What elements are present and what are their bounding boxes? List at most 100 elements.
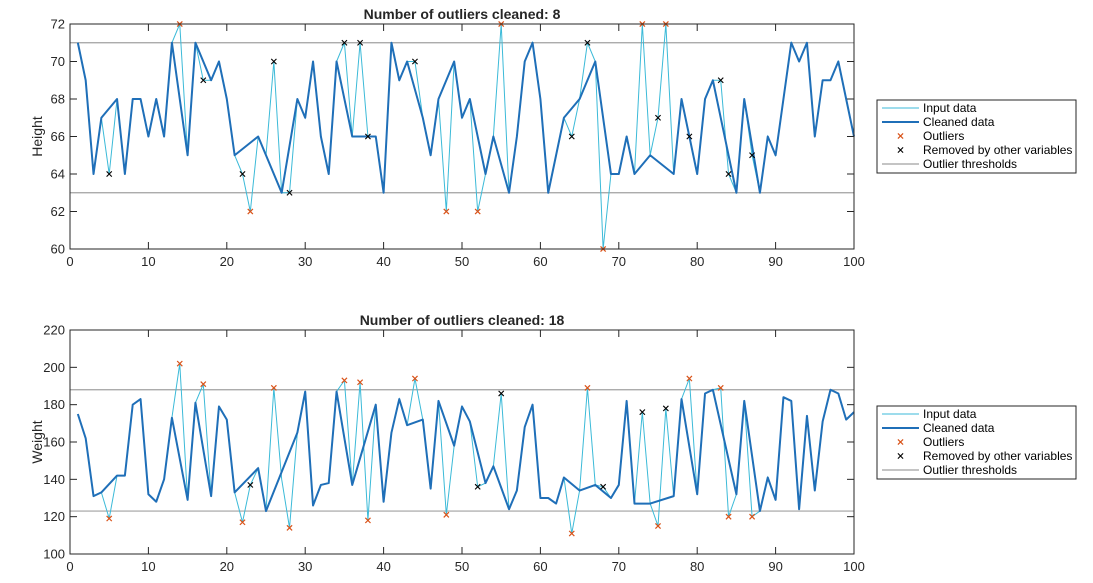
removed-marker [749, 152, 756, 159]
x-tick-label: 100 [843, 254, 865, 269]
removed-marker [717, 77, 724, 84]
x-tick-label: 30 [298, 559, 312, 574]
outlier-marker [341, 377, 348, 384]
outlier-marker [443, 511, 450, 518]
outlier-marker [239, 519, 246, 526]
x-tick-label: 0 [66, 559, 73, 574]
removed-marker [341, 39, 348, 46]
outlier-marker [749, 513, 756, 520]
removed-marker [686, 133, 693, 140]
x-tick-label: 100 [843, 559, 865, 574]
legend-removed-label: Removed by other variables [923, 143, 1072, 157]
outlier-marker [270, 384, 277, 391]
plot-background [70, 330, 854, 554]
removed-marker [247, 481, 254, 488]
x-tick-label: 20 [220, 559, 234, 574]
legend-outlier-marker [897, 438, 904, 446]
legend-cleaned-label: Cleaned data [923, 421, 995, 435]
plot-area: 0 10 20 30 40 50 60 70 80 90 100 100 120 140 160 180 200… [43, 323, 865, 575]
y-tick-label: 72 [51, 17, 65, 32]
outlier-marker [584, 384, 591, 391]
x-tick-label: 80 [690, 559, 704, 574]
legend-removed-marker [897, 453, 904, 459]
y-tick-label: 62 [51, 204, 65, 219]
chart-title: Number of outliers cleaned: 8 [364, 6, 561, 22]
outlier-marker [717, 384, 724, 391]
x-tick-label: 70 [612, 254, 626, 269]
height-panel: 0 10 20 30 40 50 60 70 80 90 100 60 62 64 66 68 70 72 Num… [29, 6, 1077, 270]
outlier-marker [443, 208, 450, 215]
removed-marker [357, 39, 364, 46]
outlier-marker [686, 375, 693, 382]
x-tick-label: 50 [455, 254, 469, 269]
chart-title: Number of outliers cleaned: 18 [360, 312, 565, 328]
legend-box [876, 99, 1077, 174]
removed-marker [364, 133, 371, 140]
outlier-marker [725, 513, 732, 520]
y-tick-label: 160 [43, 435, 65, 450]
x-tick-label: 10 [141, 559, 155, 574]
cleaned-data-series [76, 41, 855, 194]
x-tick-label: 60 [533, 559, 547, 574]
legend-cleaned-label: Cleaned data [923, 115, 995, 129]
legend: Input data Cleaned data Outliers Removed… [876, 405, 1077, 480]
x-tick-label: 50 [455, 559, 469, 574]
removed-marker [568, 133, 575, 140]
y-tick-label: 180 [43, 397, 65, 412]
legend-removed-cross [897, 453, 904, 459]
legend-thresholds-label: Outlier thresholds [923, 463, 1017, 477]
y-tick-label: 220 [43, 323, 65, 338]
legend-removed-marker [897, 147, 904, 153]
y-tick-label: 64 [51, 167, 65, 182]
y-axis-label: Height [29, 116, 45, 157]
legend-removed-cross [897, 147, 904, 153]
outlier-marker [568, 530, 575, 537]
removed-marker [498, 390, 505, 397]
x-tick-label: 60 [533, 254, 547, 269]
cleaned-data-series [76, 388, 855, 513]
y-tick-label: 200 [43, 360, 65, 375]
removed-marker [106, 171, 113, 177]
legend-input-label: Input data [923, 407, 977, 421]
x-tick-label: 90 [768, 559, 782, 574]
outlier-marker [411, 375, 418, 382]
removed-marker [200, 77, 207, 84]
legend-outliers-label: Outliers [923, 129, 964, 143]
y-tick-label: 100 [43, 547, 65, 562]
outlier-marker [247, 208, 254, 215]
y-tick-label: 120 [43, 509, 65, 524]
removed-marker [655, 114, 661, 121]
x-tick-label: 20 [220, 254, 234, 269]
x-tick-label: 30 [298, 254, 312, 269]
removed-marker [286, 189, 293, 196]
legend-thresholds-label: Outlier thresholds [923, 157, 1017, 171]
legend-outlier-marker [897, 132, 904, 140]
plot-area: 0 10 20 30 40 50 60 70 80 90 100 60 62 64 66 68 70 72 [51, 17, 865, 270]
removed-marker [239, 171, 246, 177]
removed-marker [411, 58, 418, 65]
removed-marker [662, 405, 669, 412]
x-tick-label: 80 [690, 254, 704, 269]
removed-marker [474, 483, 481, 490]
outlier-marker [176, 360, 183, 367]
x-tick-label: 40 [376, 559, 390, 574]
plot-background [70, 24, 854, 249]
legend: Input data Cleaned data Outliers Removed… [876, 99, 1077, 174]
x-tick-label: 70 [612, 559, 626, 574]
legend-box [876, 405, 1077, 480]
y-tick-label: 70 [51, 54, 65, 69]
weight-panel: 0 10 20 30 40 50 60 70 80 90 100 100 120 140 160 180 200… [29, 312, 1077, 575]
legend-outlier-cross [897, 132, 904, 140]
removed-marker [725, 171, 732, 177]
legend-input-label: Input data [923, 101, 977, 115]
x-tick-label: 90 [768, 254, 782, 269]
outlier-marker [200, 381, 207, 388]
removed-marker [584, 39, 591, 46]
y-tick-label: 140 [43, 472, 65, 487]
x-tick-label: 10 [141, 254, 155, 269]
outlier-marker [654, 522, 662, 530]
x-tick-label: 40 [376, 254, 390, 269]
x-tick-label: 0 [66, 254, 73, 269]
outlier-marker [474, 208, 481, 215]
